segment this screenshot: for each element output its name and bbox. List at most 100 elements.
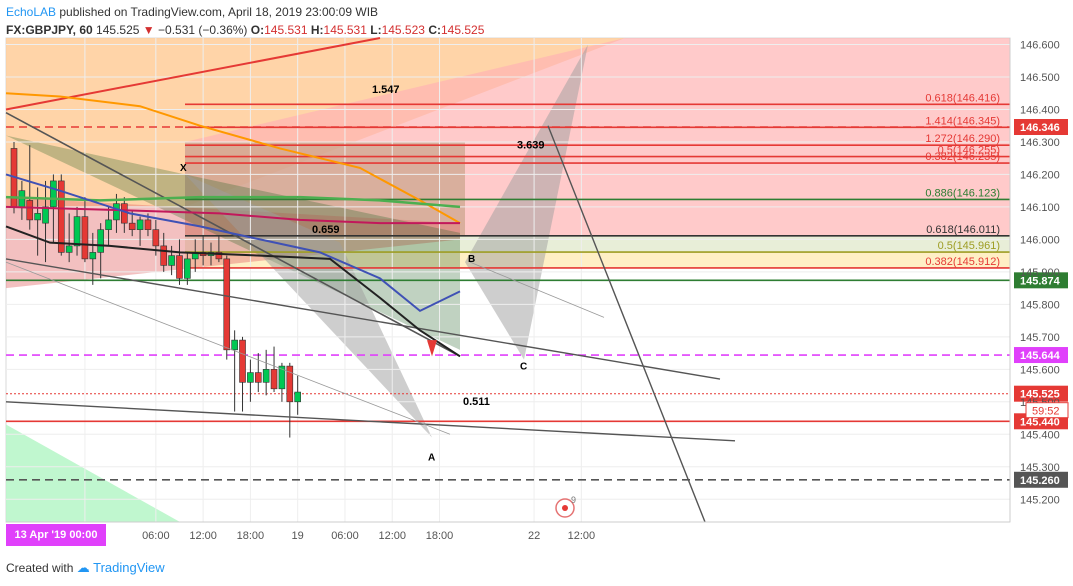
price-badge-label: 145.525 (1020, 389, 1060, 401)
candle-body (160, 245, 168, 266)
candle-body (89, 252, 97, 260)
candle (270, 346, 278, 393)
candle-body (176, 255, 183, 279)
price-badge-label: 145.440 (1020, 416, 1060, 428)
pattern-label-b: B (468, 254, 475, 265)
ratio-label: 0.659 (312, 224, 340, 236)
price-badge-label: 145.644 (1020, 350, 1061, 362)
candle-body (57, 180, 65, 253)
ma-orange (5, 92, 461, 225)
y-tick-label: 145.300 (1020, 462, 1060, 474)
candle-body (105, 219, 112, 230)
pattern-label-c: C (520, 361, 527, 372)
candle-body (26, 200, 34, 221)
low-value: 145.523 (381, 23, 425, 37)
fib-level-label: 0.886(146.123) (925, 187, 1000, 199)
last-price: 145.525 (96, 23, 140, 37)
candle (97, 223, 104, 279)
countdown-label: 59:52 (1032, 406, 1060, 418)
created-with-text: Created with (6, 561, 74, 575)
y-tick-label: 145.900 (1020, 267, 1060, 279)
candle (42, 180, 49, 263)
ma-black (5, 225, 461, 358)
fib-level-label: 1.272(146.290) (925, 133, 1000, 145)
tradingview-brand: TradingView (93, 560, 165, 575)
candle (73, 206, 81, 256)
ma-blue (5, 173, 461, 313)
harmonic-xab (185, 174, 432, 438)
y-tick-label: 146.400 (1020, 104, 1060, 116)
symbol-label[interactable]: FX:GBPJPY, 60 (6, 23, 93, 37)
candle (286, 362, 294, 438)
y-tick-label: 145.400 (1020, 429, 1060, 441)
candle-body (50, 180, 57, 208)
price-change: −0.531 (−0.36%) (158, 23, 248, 37)
author-name[interactable]: EchoLAB (6, 5, 57, 19)
candle-body (65, 245, 73, 253)
candle-body (286, 365, 294, 403)
publish-header: EchoLAB published on TradingView.com, Ap… (6, 4, 378, 20)
candle (247, 359, 254, 402)
candle (184, 252, 191, 285)
x-tick-label: 12:00 (378, 530, 406, 542)
event-marker-icon (555, 498, 575, 518)
candle-body (97, 229, 104, 253)
tradingview-logo[interactable]: ☁ TradingView (76, 560, 165, 575)
candle-body (184, 258, 191, 279)
trendline-thin (5, 261, 451, 435)
pattern-label-x: X (180, 163, 187, 174)
x-tick-label: 06:00 (331, 530, 359, 542)
candle (105, 206, 112, 246)
candle (262, 349, 270, 396)
y-tick-label: 146.000 (1020, 234, 1060, 246)
candle-body (113, 203, 120, 221)
price-badge (1014, 347, 1068, 364)
price-badge-label: 146.346 (1020, 122, 1060, 134)
candle-body (270, 369, 278, 390)
high-label: H: (310, 23, 324, 37)
crosshair-date-badge: 13 Apr '19 00:00 (6, 524, 106, 546)
x-tick-label: 18:00 (237, 530, 265, 542)
candle-body (42, 206, 49, 224)
candle (160, 232, 168, 272)
footer: Created with ☁ TradingView (6, 560, 165, 576)
fib-yellow-zone (185, 252, 1010, 268)
fib-level-label: 0.618(146.011) (926, 224, 1000, 236)
down-arrow-icon: ▼ (142, 23, 155, 37)
x-tick-label: 12:00 (189, 530, 217, 542)
x-tick-label: 06:00 (142, 530, 170, 542)
candle-body (128, 222, 136, 230)
event-marker-dot (562, 505, 568, 511)
y-tick-label: 146.200 (1020, 169, 1060, 181)
x-tick-label: 19 (292, 530, 304, 542)
y-tick-label: 145.700 (1020, 332, 1060, 344)
trendline-thin-2 (469, 261, 605, 318)
fib-level-label: 0.382(145.912) (925, 256, 1000, 268)
x-tick-label: 18:00 (426, 530, 454, 542)
candle-body (254, 372, 262, 383)
price-badge (1014, 471, 1068, 488)
high-value: 145.531 (323, 23, 367, 37)
candle (65, 213, 73, 263)
price-badge (1014, 119, 1068, 136)
fib-level-label: 1.414(146.345) (925, 115, 1000, 127)
trendline-steep (547, 125, 706, 523)
candle-body (73, 216, 81, 247)
trendline-lower (5, 401, 736, 442)
y-tick-label: 146.100 (1020, 202, 1060, 214)
close-value: 145.525 (440, 23, 485, 37)
candle-body (34, 213, 41, 221)
candle (231, 330, 238, 412)
fib-level-label: 0.5(146.255) (938, 145, 1000, 157)
candle-body (121, 203, 128, 224)
overlays: X A B C 1.547 3.639 0.659 0.511 9 (5, 37, 736, 523)
x-tick-label: 22 (528, 530, 540, 542)
candle (223, 255, 231, 360)
close-label: C: (428, 23, 441, 37)
ratio-label: 1.547 (372, 84, 400, 96)
candle (176, 239, 183, 285)
low-label: L: (370, 23, 382, 37)
candle-body (223, 258, 231, 351)
y-tick-label: 146.600 (1020, 39, 1060, 51)
